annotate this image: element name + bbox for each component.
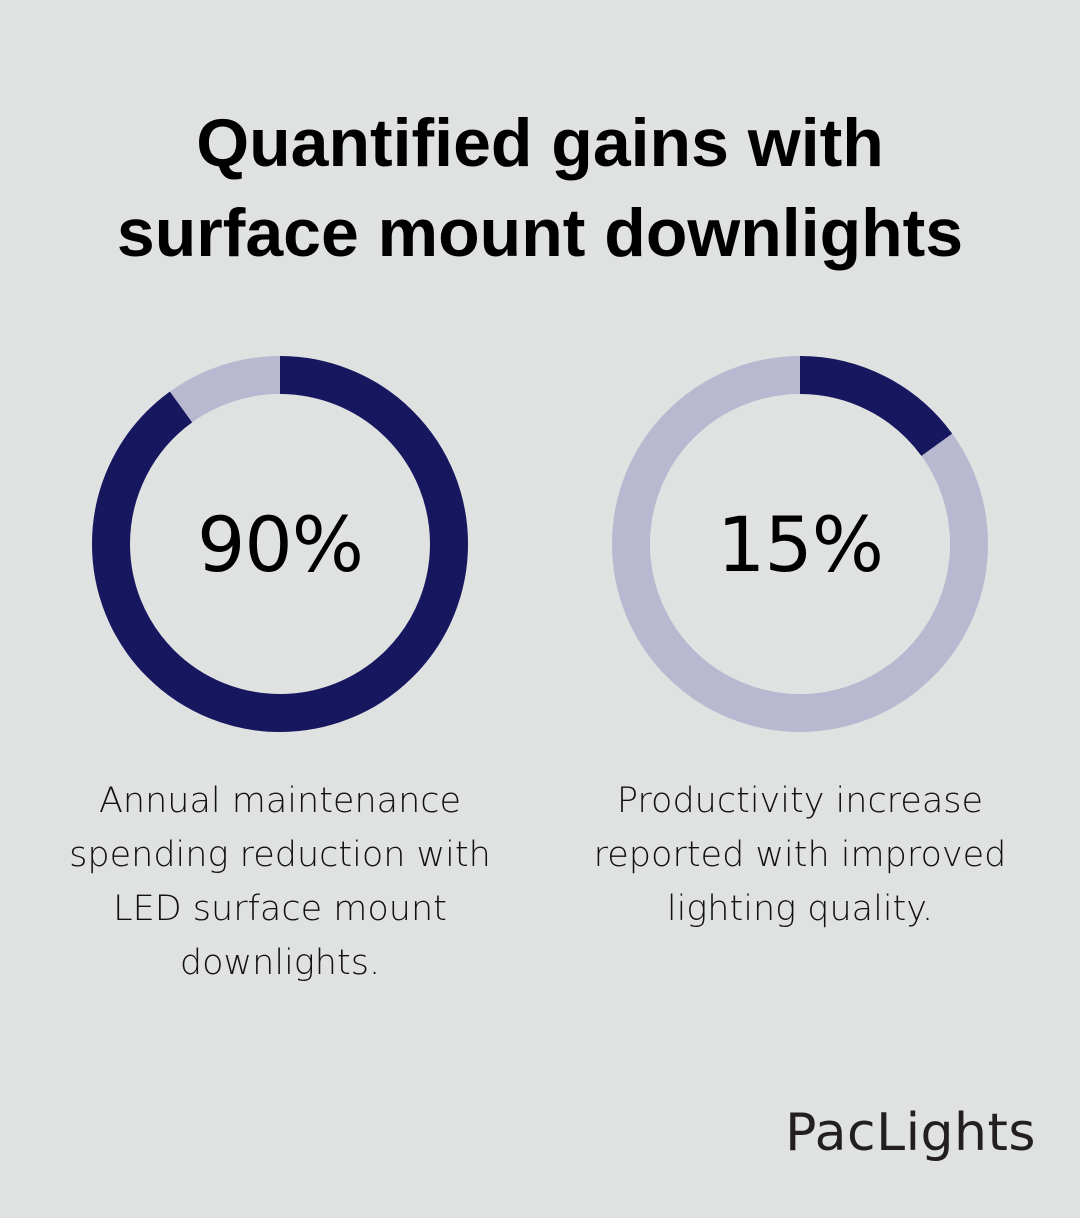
stat-value: 90%: [197, 499, 364, 589]
donut-fill: [92, 356, 468, 732]
stat-card-productivity: 15% Productivity increase reported with …: [540, 354, 1060, 936]
paclights-logo: PacLights: [785, 1103, 1036, 1163]
description-line: lighting quality.: [666, 889, 934, 929]
page-title: Quantified gains with surface mount down…: [0, 98, 1080, 278]
donut-chart: 15%: [610, 354, 990, 734]
donut-fill: [612, 356, 988, 732]
stat-description: Annual maintenance spending reduction wi…: [45, 774, 515, 990]
description-line: reported with improved: [593, 835, 1007, 875]
title-line-1: Quantified gains with: [196, 105, 884, 181]
title-line-2: surface mount downlights: [116, 195, 964, 271]
description-line: Productivity increase: [616, 781, 984, 821]
description-line: spending reduction with: [69, 835, 491, 875]
description-line: downlights.: [179, 943, 381, 983]
donut-chart: 90%: [90, 354, 470, 734]
description-line: Annual maintenance: [98, 781, 462, 821]
stat-description: Productivity increase reported with impr…: [565, 774, 1035, 936]
stat-value: 15%: [717, 499, 884, 589]
description-line: LED surface mount: [113, 889, 447, 929]
donut-ring: [612, 356, 988, 732]
stat-card-maintenance: 90% Annual maintenance spending reductio…: [20, 354, 540, 990]
donut-ring: [92, 356, 468, 732]
